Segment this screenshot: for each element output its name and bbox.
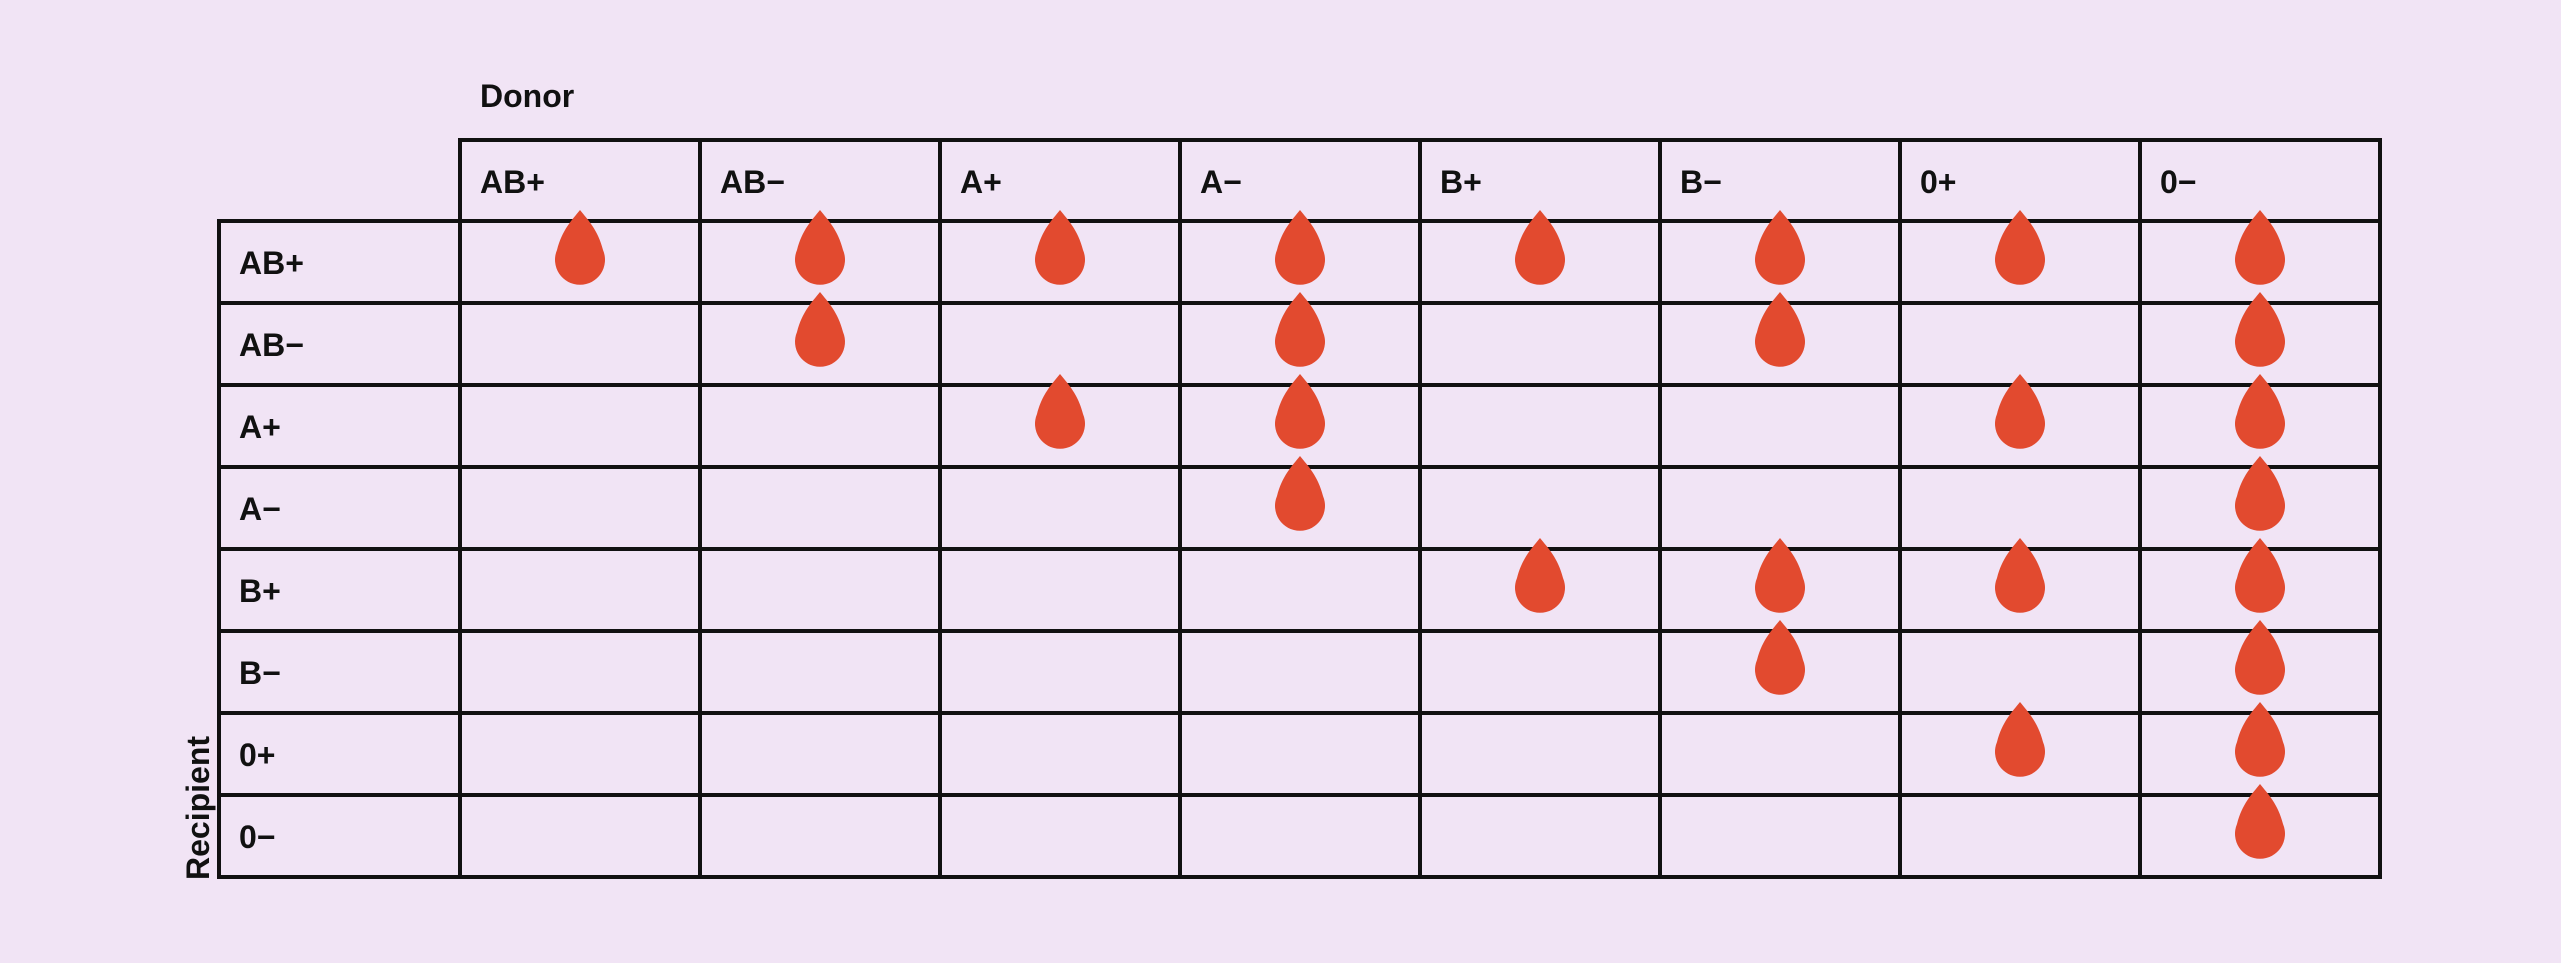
compatibility-cell — [698, 383, 942, 469]
blood-drop-icon — [2235, 210, 2285, 285]
compatibility-cell — [1418, 383, 1662, 469]
donor-type-label: A+ — [960, 164, 1002, 200]
blood-drop-icon — [1995, 538, 2045, 613]
blood-drop-icon — [2235, 456, 2285, 531]
compatibility-cell — [698, 465, 942, 551]
blood-drop-icon — [1275, 210, 1326, 285]
compatibility-cell — [458, 793, 702, 879]
blood-drop-icon — [794, 210, 845, 285]
recipient-type-label: A− — [239, 491, 281, 527]
blood-drop-icon — [1995, 702, 2045, 777]
donor-type-label: A− — [1200, 164, 1242, 200]
recipient-type-label: 0− — [239, 819, 275, 855]
compatibility-cell — [698, 547, 942, 633]
compatibility-cell — [1418, 629, 1662, 715]
compatibility-cell — [1898, 301, 2142, 387]
recipient-type-label: A+ — [239, 409, 281, 445]
blood-drop-icon — [1754, 620, 1805, 695]
blood-drop-icon — [2235, 374, 2285, 449]
blood-drop-icon — [2235, 702, 2285, 777]
donor-type-label: B+ — [1440, 164, 1482, 200]
compatibility-cell — [698, 711, 942, 797]
compatibility-cell — [1178, 629, 1422, 715]
blood-drop-icon — [1035, 210, 1085, 285]
donor-type-label: B− — [1680, 164, 1722, 200]
blood-drop-icon — [1515, 210, 1565, 285]
compatibility-cell — [1178, 711, 1422, 797]
compatibility-cell — [458, 547, 702, 633]
donor-type-label: 0+ — [1920, 164, 1956, 200]
compatibility-cell — [938, 547, 1182, 633]
compatibility-cell — [458, 465, 702, 551]
compatibility-cell — [1898, 629, 2142, 715]
compatibility-cell — [1658, 793, 1902, 879]
compatibility-cell — [938, 465, 1182, 551]
donor-type-label: AB+ — [480, 164, 545, 200]
compatibility-cell — [1418, 711, 1662, 797]
compatibility-cell — [1658, 383, 1902, 469]
blood-drop-icon — [1754, 538, 1805, 613]
blood-drop-icon — [1275, 456, 1326, 531]
compatibility-cell — [938, 793, 1182, 879]
compatibility-cell — [1178, 793, 1422, 879]
compatibility-cell — [698, 793, 942, 879]
blood-drop-icon — [794, 292, 845, 367]
compatibility-cell — [1178, 547, 1422, 633]
blood-drop-icon — [2235, 538, 2285, 613]
compatibility-cell — [1658, 711, 1902, 797]
blood-drop-icon — [1035, 374, 1085, 449]
compatibility-cell — [1658, 465, 1902, 551]
blood-drop-icon — [1995, 210, 2045, 285]
recipient-type-label: 0+ — [239, 737, 275, 773]
compatibility-cell — [1418, 793, 1662, 879]
compatibility-cell — [938, 629, 1182, 715]
blood-drop-icon — [555, 210, 605, 285]
recipient-type-label: AB+ — [239, 245, 304, 281]
blood-drop-icon — [1275, 374, 1326, 449]
blood-drop-icon — [2235, 620, 2285, 695]
compatibility-cell — [458, 301, 702, 387]
blood-drop-icon — [1275, 292, 1326, 367]
compatibility-cell — [458, 629, 702, 715]
donor-type-label: 0− — [2160, 164, 2196, 200]
donor-type-label: AB− — [720, 164, 785, 200]
compatibility-cell — [458, 711, 702, 797]
compatibility-cell — [1418, 465, 1662, 551]
blood-drop-icon — [1755, 292, 1805, 367]
compatibility-cell — [1898, 793, 2142, 879]
blood-drop-icon — [1995, 374, 2045, 449]
donor-axis-label: Donor — [480, 78, 575, 114]
blood-drop-icon — [2235, 784, 2285, 859]
compatibility-cell — [1898, 465, 2142, 551]
recipient-type-label: B+ — [239, 573, 281, 609]
blood-drop-icon — [1755, 210, 1805, 285]
blood-drop-icon — [1515, 538, 1565, 613]
compatibility-cell — [938, 301, 1182, 387]
recipient-type-label: B− — [239, 655, 281, 691]
recipient-type-label: AB− — [239, 327, 304, 363]
compatibility-cell — [698, 629, 942, 715]
blood-drop-icon — [2235, 292, 2285, 367]
compatibility-cell — [458, 383, 702, 469]
compatibility-cell — [938, 711, 1182, 797]
compatibility-cell — [1418, 301, 1662, 387]
